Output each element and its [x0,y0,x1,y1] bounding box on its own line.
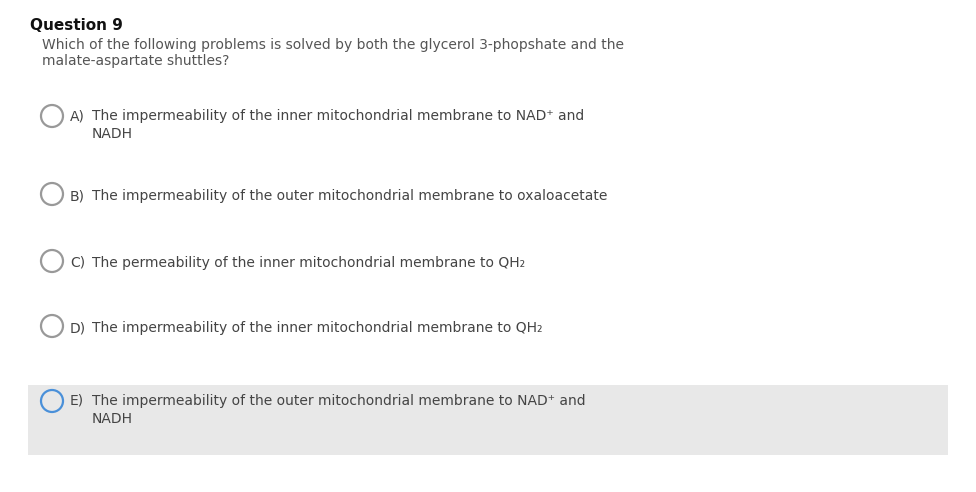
Text: The impermeability of the inner mitochondrial membrane to NAD⁺ and: The impermeability of the inner mitochon… [92,109,585,123]
Text: The impermeability of the outer mitochondrial membrane to oxaloacetate: The impermeability of the outer mitochon… [92,189,607,203]
Text: D): D) [70,321,86,335]
Text: Which of the following problems is solved by both the glycerol 3-phopshate and t: Which of the following problems is solve… [42,38,624,52]
Text: The impermeability of the outer mitochondrial membrane to NAD⁺ and: The impermeability of the outer mitochon… [92,394,586,408]
Text: NADH: NADH [92,412,133,426]
Text: C): C) [70,256,85,270]
Text: NADH: NADH [92,127,133,141]
Text: malate-aspartate shuttles?: malate-aspartate shuttles? [42,54,229,68]
Text: Question 9: Question 9 [30,18,123,33]
Text: E): E) [70,394,84,408]
Text: The permeability of the inner mitochondrial membrane to QH₂: The permeability of the inner mitochondr… [92,256,525,270]
Text: A): A) [70,109,85,123]
Text: The impermeability of the inner mitochondrial membrane to QH₂: The impermeability of the inner mitochon… [92,321,543,335]
FancyBboxPatch shape [28,385,948,455]
Text: B): B) [70,189,85,203]
